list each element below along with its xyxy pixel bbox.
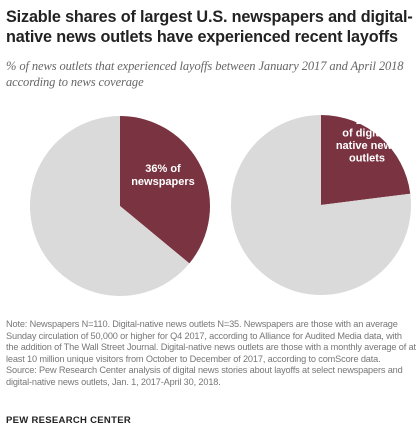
pie-slice-newspapers-remainder (30, 116, 190, 296)
pie-label-line: native news (336, 140, 398, 152)
pie-label-newspapers: 36% of newspapers (131, 163, 195, 188)
note-text: Note: Newspapers N=110. Digital-native n… (6, 319, 416, 364)
pie-label-line: of digital- (342, 128, 392, 140)
pie-label-digital-native: 23% of digital-native news outlets (336, 115, 398, 165)
chart-title: Sizable shares of largest U.S. newspaper… (6, 8, 413, 46)
brand-name: PEW RESEARCH CENTER (6, 415, 131, 426)
chart-notes: Note: Newspapers N=110. Digital-native n… (6, 319, 416, 389)
pie-chart-digital-native: 23% of digital-native news outlets (231, 115, 411, 295)
pie-slice-digital-native-remainder (231, 115, 411, 295)
pie-slice-newspapers-layoffs (120, 116, 210, 264)
pie-charts: 36% of newspapers 23% of digital-native ne… (30, 115, 411, 296)
pie-label-line: outlets (349, 153, 385, 165)
pie-label-line: 36% of (145, 163, 181, 175)
pie-label-line: newspapers (131, 176, 195, 188)
pie-slice-digital-native-layoffs (321, 115, 411, 205)
pie-label-line: 23% (356, 115, 378, 127)
source-text: Source: Pew Research Center analysis of … (6, 365, 403, 387)
pie-chart-newspapers: 36% of newspapers (30, 116, 210, 296)
chart-subtitle: % of news outlets that experienced layof… (6, 59, 404, 89)
